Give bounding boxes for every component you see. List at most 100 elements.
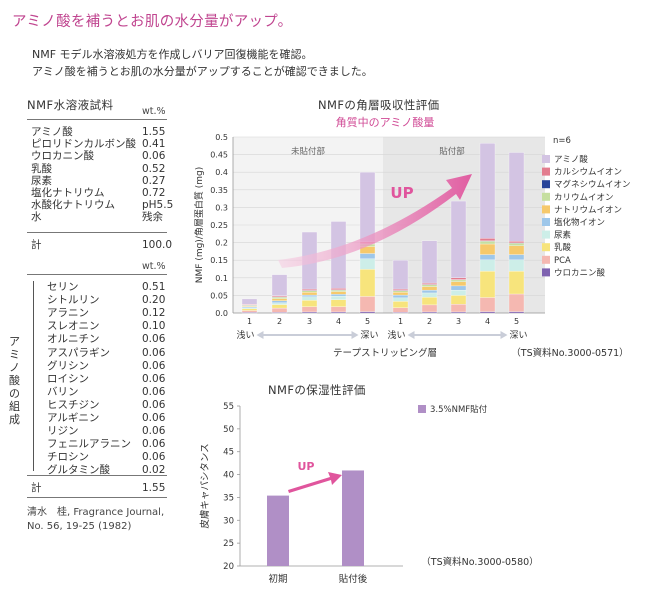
chart2-source: （TS資料No.3000-0580） (421, 556, 538, 568)
table-row: 塩化ナトリウム 0.72 (31, 187, 165, 200)
bar-segment (508, 270, 525, 295)
row-name: フェニルアラニン (47, 438, 131, 451)
table-row: ロイシン 0.06 (47, 372, 165, 386)
row-value: pH5.5 (142, 199, 174, 212)
table-title: NMF水溶液試料 (27, 98, 114, 112)
x-tick-label: 3 (456, 317, 461, 326)
legend-label: カリウムイオン (554, 193, 614, 203)
row-value: 0.51 (142, 281, 166, 293)
chart2-title: NMFの保湿性評価 (268, 383, 366, 397)
y-tick-label: 20 (223, 562, 234, 572)
table-row: グルタミン酸 0.02 (47, 464, 165, 477)
bar-segment (330, 289, 347, 292)
bar-segment (479, 238, 496, 241)
legend-label: 塩化物イオン (554, 217, 605, 228)
x-tick-label: 4 (485, 317, 490, 326)
bar-segment (421, 304, 438, 313)
bar-segment (392, 288, 409, 291)
group-label-char: 酸 (9, 374, 20, 387)
y-tick-label: 0.15 (210, 256, 228, 265)
row-name: チロシン (47, 451, 89, 464)
row-value: 0.02 (142, 464, 166, 477)
bar-segment (508, 245, 525, 255)
y-tick-label: 40 (223, 471, 234, 481)
bar-segment (392, 294, 409, 299)
legend-label: ナトリウムイオン (554, 205, 622, 215)
row-name: アルギニン (47, 412, 100, 424)
row-value: 1.55 (142, 126, 166, 138)
row-name: 水 (31, 211, 42, 224)
row-value: 0.06 (142, 425, 166, 438)
table-row: アミノ酸 1.55 (31, 126, 165, 139)
bar-segment (241, 298, 258, 305)
table-unit-top: wt.% (142, 106, 166, 117)
row-name: 尿素 (31, 174, 52, 187)
x-tick-label: 2 (427, 317, 432, 326)
bar-segment (392, 292, 409, 296)
hint-deep: 深い (360, 330, 378, 341)
bar-segment (359, 311, 376, 314)
up-label: UP (298, 460, 315, 473)
x-tick-label: 5 (365, 317, 370, 326)
row-name: アスパラギン (47, 346, 110, 359)
row-value: 0.52 (142, 162, 166, 175)
row-name: セリン (47, 281, 79, 293)
legend-swatch (542, 155, 550, 163)
bar-segment (330, 299, 347, 307)
table-row: ピロリドンカルボン酸 0.41 (31, 138, 165, 151)
row-value: 1.55 (142, 482, 166, 494)
bar-segment (392, 260, 409, 290)
depth-arrow-head (256, 331, 264, 339)
group-label-char: ノ (9, 361, 20, 374)
row-value: 0.06 (142, 438, 166, 451)
hint-shallow: 浅い (236, 329, 254, 341)
bar-segment (271, 307, 288, 313)
legend-label: カルシウムイオン (554, 168, 622, 178)
bar-segment (271, 304, 288, 309)
bar-segment (508, 241, 525, 244)
y-tick-label: 45 (223, 448, 234, 458)
table-row: リジン 0.06 (47, 425, 165, 438)
page-headline: アミノ酸を補うとお肌の水分量がアップ。 (12, 14, 293, 30)
bar-segment (508, 293, 525, 312)
table-rule (27, 232, 167, 233)
x-tick-label: 2 (277, 317, 282, 326)
table-row: ウロカニン酸 0.06 (31, 150, 165, 163)
y-tick-label: 0.2 (215, 239, 228, 248)
chart1-title: NMFの角層吸収性評価 (318, 98, 440, 112)
bar-segment (330, 291, 347, 295)
row-value: 0.41 (142, 138, 166, 151)
y-axis-label: 皮膚キャパシタンス (199, 443, 211, 528)
bar-segment (450, 279, 467, 282)
legend-swatch (542, 180, 550, 189)
nmf-absorption-chart: 0.0 0.05 0.1 0.15 0.2 0.25 0.3 0.35 0.4 0.45 0.5 NM… (193, 115, 631, 359)
bar-segment (330, 288, 347, 290)
bar-segment (301, 294, 318, 297)
bar-segment (450, 289, 467, 296)
bar-segment (271, 274, 288, 296)
x-tick-label: 初期 (268, 573, 287, 585)
bar-segment (271, 297, 288, 299)
bar-segment (241, 308, 258, 311)
y-tick-label: 0.25 (210, 221, 228, 230)
row-name: スレオニン (47, 320, 100, 333)
bar-segment (241, 306, 258, 308)
bar-segment (392, 307, 409, 313)
depth-arrow-head (407, 331, 415, 339)
bar-segment (450, 304, 467, 313)
bar-segment (421, 311, 438, 314)
table-row: 計 1.55 (31, 482, 165, 495)
bar-segment (301, 300, 318, 307)
bar-segment (508, 152, 525, 242)
y-tick-label: 0.35 (210, 186, 228, 195)
row-value: 0.10 (142, 320, 166, 333)
row-name: ロイシン (47, 372, 89, 385)
legend-swatch (418, 405, 426, 413)
row-value: 残余 (142, 211, 163, 224)
row-name: バリン (47, 385, 79, 398)
bar-segment (508, 254, 525, 260)
up-arrow (288, 472, 342, 493)
hint-shallow: 浅い (387, 329, 405, 341)
row-name: 計 (31, 239, 42, 251)
legend-label: アミノ酸 (554, 154, 588, 165)
